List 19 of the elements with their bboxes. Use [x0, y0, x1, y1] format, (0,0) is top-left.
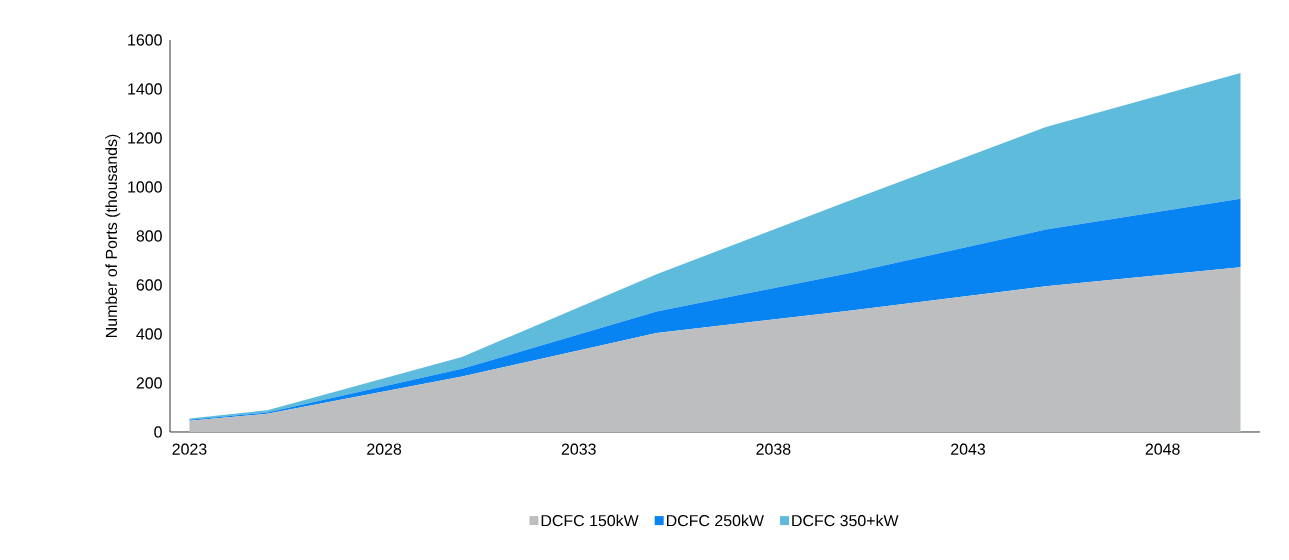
y-axis-title: Number of Ports (thousands): [105, 134, 121, 337]
y-tick-label: 400: [136, 328, 162, 340]
x-tick-label: 2038: [756, 443, 791, 455]
y-tick-label: 1600: [128, 34, 162, 46]
y-tick-label: 0: [154, 426, 162, 438]
y-tick-label: 800: [136, 230, 162, 242]
y-tick-label: 600: [136, 279, 162, 291]
x-tick-label: 2043: [951, 443, 986, 455]
x-tick-label: 2023: [172, 443, 207, 455]
y-tick-label: 200: [136, 377, 162, 389]
y-tick-label: 1200: [128, 132, 162, 144]
x-tick-label: 2048: [1145, 443, 1180, 455]
y-tick-label: 1400: [128, 83, 162, 95]
x-tick-label: 2033: [561, 443, 596, 455]
y-tick-label: 1000: [128, 181, 162, 193]
x-tick-label: 2028: [367, 443, 402, 455]
legend-label: DCFC 350+kW: [792, 514, 899, 527]
legend-label: DCFC 150kW: [541, 514, 639, 527]
legend-label: DCFC 250kW: [666, 514, 764, 527]
